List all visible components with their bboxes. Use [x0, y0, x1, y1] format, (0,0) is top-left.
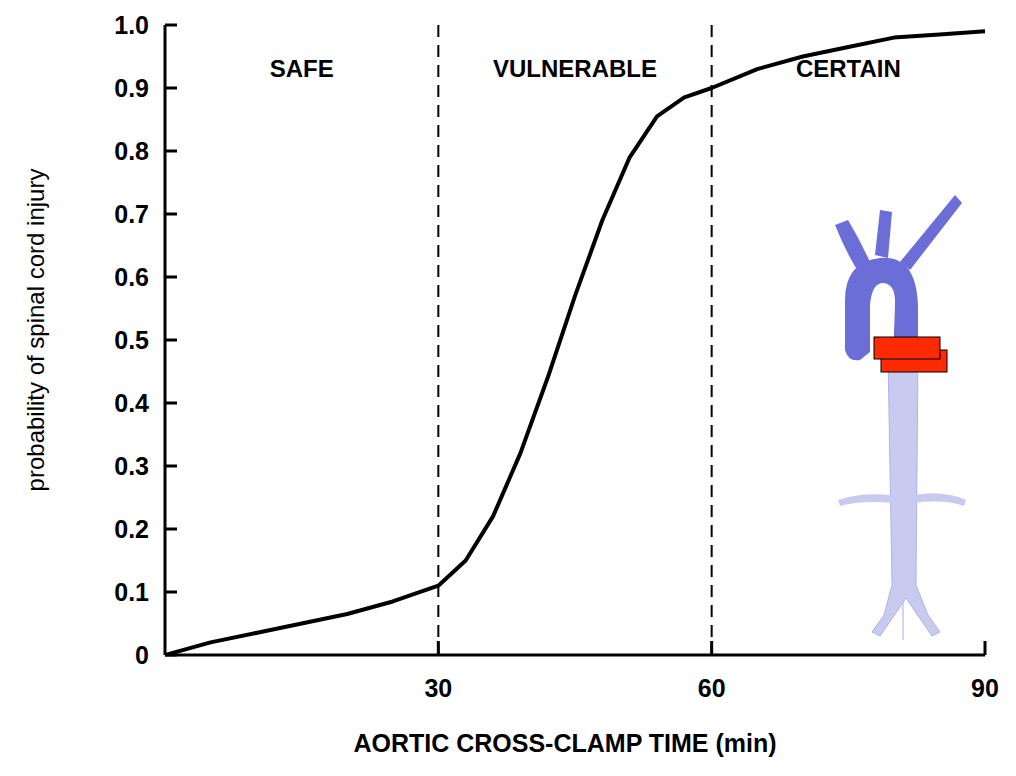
y-tick [165, 213, 177, 216]
zone-label: VULNERABLE [493, 55, 657, 82]
y-tick [165, 87, 177, 90]
y-axis-title: probability of spinal cord injury [22, 169, 49, 492]
y-tick-label: 0.5 [114, 326, 149, 354]
arch-branch [835, 220, 870, 268]
zone-label: SAFE [270, 55, 334, 82]
aorta-illustration [835, 195, 966, 640]
x-tick-label: 30 [424, 674, 452, 702]
zone-boundary [437, 25, 439, 655]
y-tick-label: 0.6 [114, 263, 149, 291]
arch-branch [875, 210, 892, 258]
arch-branch [900, 195, 962, 270]
y-tick [165, 339, 177, 342]
zone-boundary [711, 25, 713, 655]
plot-area [165, 31, 985, 655]
y-tick [165, 402, 177, 405]
x-tick-label: 60 [698, 674, 726, 702]
y-tick [165, 465, 177, 468]
y-tick-label: 0.4 [114, 389, 149, 417]
x-tick [984, 641, 987, 655]
y-tick-label: 0 [135, 641, 149, 669]
y-tick-label: 0.3 [114, 452, 149, 480]
y-tick-label: 0.7 [114, 200, 149, 228]
y-tick-label: 1.0 [114, 11, 149, 39]
y-tick [165, 24, 177, 27]
y-tick [165, 150, 177, 153]
renal-branch [914, 493, 966, 506]
x-axis [165, 654, 985, 657]
clamp [874, 337, 940, 359]
chart: SAFE VULNERABLE CERTAIN 0 0.1 0.2 0.3 0.4 0.5 0.6… [0, 0, 1016, 776]
x-tick [710, 641, 713, 655]
x-tick-label: 90 [971, 674, 999, 702]
y-tick-label: 0.8 [114, 137, 149, 165]
y-tick-label: 0.1 [114, 578, 149, 606]
curve [165, 31, 985, 655]
y-tick-label: 0.2 [114, 515, 149, 543]
x-axis-title: AORTIC CROSS-CLAMP TIME (min) [353, 729, 776, 757]
y-tick [165, 276, 177, 279]
x-tick [437, 641, 440, 655]
y-tick [165, 528, 177, 531]
y-tick [165, 591, 177, 594]
zone-label: CERTAIN [796, 55, 901, 82]
y-tick-label: 0.9 [114, 74, 149, 102]
renal-branch [838, 494, 892, 506]
